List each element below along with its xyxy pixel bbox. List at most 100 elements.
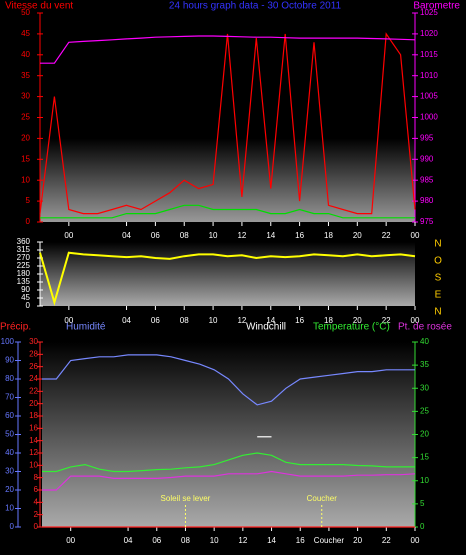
legend-label: Précip. xyxy=(0,322,31,333)
y-tick-label: 80 xyxy=(5,374,14,383)
x-tick-label: 08 xyxy=(180,316,189,325)
plot-area xyxy=(40,13,415,222)
y-tick-label: 40 xyxy=(21,50,30,59)
y-tick-label: 1025 xyxy=(420,8,438,17)
compass-label: N xyxy=(434,307,441,318)
y-tick-label: 1000 xyxy=(420,113,438,122)
x-tick-label: 16 xyxy=(296,536,305,545)
y-tick-label: 980 xyxy=(420,196,434,205)
series-line xyxy=(40,204,415,219)
annotation: Coucher xyxy=(307,494,338,503)
x-tick-label: 14 xyxy=(266,231,275,240)
y-tick-label: 360 xyxy=(17,237,31,246)
series-line xyxy=(39,32,416,215)
x-tick-label: 10 xyxy=(210,536,219,545)
x-tick-label: 14 xyxy=(266,316,275,325)
y-tick-label: 45 xyxy=(21,293,30,302)
y-tick-label: 0 xyxy=(10,522,15,531)
y-tick-label: 14 xyxy=(29,436,38,445)
y-tick-label: 315 xyxy=(17,245,31,254)
legend-label: Pt. de rosée xyxy=(398,322,452,333)
y-tick-label: 30 xyxy=(420,383,429,392)
y2-axis-label: Barometre xyxy=(413,1,460,12)
series-line xyxy=(42,452,415,473)
y-tick-label: 30 xyxy=(29,337,38,346)
y-tick-label: 0 xyxy=(34,522,39,531)
y-tick-label: 30 xyxy=(5,467,14,476)
series-line xyxy=(42,354,415,406)
y-tick-label: 40 xyxy=(5,448,14,457)
compass-label: N xyxy=(434,239,441,250)
y-tick-label: 985 xyxy=(420,175,434,184)
legend-label: Windchill xyxy=(246,322,286,333)
y-tick-label: 45 xyxy=(21,29,30,38)
legend-label: Humidité xyxy=(66,322,106,333)
x-tick-label: Coucher xyxy=(314,536,345,545)
x-tick-label: 20 xyxy=(353,536,362,545)
annotation: Soleil se lever xyxy=(161,494,211,503)
y-tick-label: 0 xyxy=(26,217,31,226)
y-tick-label: 35 xyxy=(420,360,429,369)
x-tick-label: 18 xyxy=(324,231,333,240)
y-tick-label: 50 xyxy=(21,8,30,17)
y-tick-label: 10 xyxy=(21,175,30,184)
y-tick-label: 28 xyxy=(29,349,38,358)
x-tick-label: 16 xyxy=(295,316,304,325)
x-tick-label: 12 xyxy=(238,536,247,545)
y-tick-label: 10 xyxy=(5,504,14,513)
y-tick-label: 12 xyxy=(29,448,38,457)
x-tick-label: 04 xyxy=(122,316,131,325)
y-tick-label: 50 xyxy=(5,430,14,439)
y-tick-label: 1005 xyxy=(420,92,438,101)
x-tick-label: 16 xyxy=(295,231,304,240)
y-tick-label: 100 xyxy=(1,337,15,346)
x-tick-label: 04 xyxy=(122,231,131,240)
x-tick-label: 00 xyxy=(66,536,75,545)
series-line xyxy=(39,251,416,306)
x-tick-label: 06 xyxy=(151,316,160,325)
plot-area xyxy=(42,342,415,527)
compass-label: O xyxy=(434,256,442,267)
y-tick-label: 4 xyxy=(34,497,39,506)
x-tick-label: 00 xyxy=(411,231,420,240)
y-tick-label: 90 xyxy=(5,356,14,365)
y-tick-label: 22 xyxy=(29,386,38,395)
y-tick-label: 20 xyxy=(420,430,429,439)
y-axis-label: Vitesse du vent xyxy=(5,1,73,12)
y-tick-label: 0 xyxy=(420,522,425,531)
y-tick-label: 5 xyxy=(26,196,31,205)
y-tick-label: 0 xyxy=(26,301,31,310)
chart-title: 24 hours graph data - 30 Octobre 2011 xyxy=(169,1,342,12)
y-tick-label: 180 xyxy=(17,269,31,278)
x-tick-label: 08 xyxy=(181,536,190,545)
y-tick-label: 26 xyxy=(29,362,38,371)
y-tick-label: 10 xyxy=(420,476,429,485)
y-tick-label: 60 xyxy=(5,411,14,420)
compass-label: E xyxy=(435,290,442,301)
x-tick-label: 00 xyxy=(411,316,420,325)
y-tick-label: 5 xyxy=(420,499,425,508)
y-tick-label: 20 xyxy=(29,399,38,408)
y-tick-label: 1020 xyxy=(420,29,438,38)
x-tick-label: 22 xyxy=(382,316,391,325)
x-tick-label: 20 xyxy=(353,316,362,325)
y-tick-label: 40 xyxy=(420,337,429,346)
x-tick-label: 18 xyxy=(324,316,333,325)
y-tick-label: 270 xyxy=(17,253,31,262)
x-tick-label: 12 xyxy=(237,316,246,325)
y-tick-label: 16 xyxy=(29,423,38,432)
y-tick-label: 24 xyxy=(29,374,38,383)
x-tick-label: 04 xyxy=(124,536,133,545)
x-tick-label: 00 xyxy=(64,316,73,325)
x-tick-label: 12 xyxy=(237,231,246,240)
y-tick-label: 6 xyxy=(34,485,39,494)
y-tick-label: 990 xyxy=(420,154,434,163)
y-tick-label: 25 xyxy=(420,406,429,415)
plot-area xyxy=(40,242,415,306)
y-tick-label: 8 xyxy=(34,473,39,482)
y-tick-label: 15 xyxy=(420,453,429,462)
x-tick-label: 06 xyxy=(152,536,161,545)
legend-label: Temperature (°C) xyxy=(313,322,390,333)
x-tick-label: 10 xyxy=(209,231,218,240)
